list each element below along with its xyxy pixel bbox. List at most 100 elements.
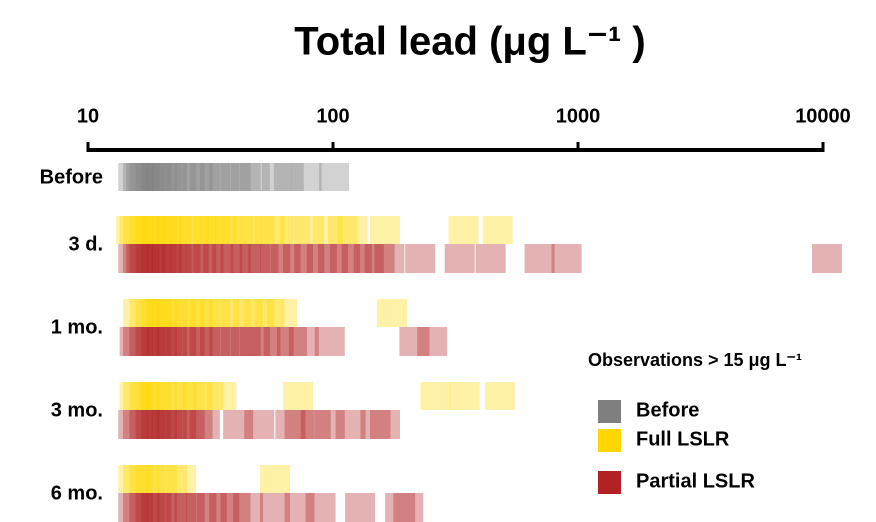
observation <box>220 163 251 191</box>
observation <box>399 327 430 356</box>
observation <box>146 299 177 327</box>
observation <box>135 163 166 191</box>
observation <box>230 163 261 191</box>
observation <box>449 382 480 410</box>
observation <box>337 216 368 244</box>
observation <box>146 244 177 273</box>
observation <box>151 410 182 439</box>
observation <box>129 299 160 327</box>
observation <box>123 493 154 522</box>
observation <box>254 299 285 327</box>
observation <box>146 410 177 439</box>
observation <box>223 216 254 244</box>
observation <box>193 382 224 410</box>
observation <box>353 244 384 273</box>
x-tick-label: 1000 <box>556 105 601 127</box>
observation <box>215 216 246 244</box>
observation <box>203 244 234 273</box>
observation <box>193 216 224 244</box>
observation <box>166 163 197 191</box>
observation <box>161 216 192 244</box>
x-tick-label: 10000 <box>795 105 851 127</box>
observation <box>151 327 182 356</box>
observation <box>312 216 343 244</box>
observation <box>369 216 400 244</box>
observation <box>118 244 149 273</box>
observation <box>193 244 224 273</box>
observation <box>209 163 240 191</box>
observation <box>189 163 220 191</box>
observation <box>267 299 298 327</box>
observation <box>220 299 251 327</box>
observation <box>161 244 192 273</box>
observation <box>318 244 348 273</box>
legend-title: Observations > 15 μg L⁻¹ <box>588 350 802 370</box>
observation <box>118 465 149 493</box>
observation <box>126 163 157 191</box>
observation <box>220 493 251 522</box>
observation <box>260 493 291 522</box>
observation <box>151 244 182 273</box>
x-tick-label: 100 <box>316 105 349 127</box>
observation <box>123 465 154 493</box>
observation <box>119 382 150 410</box>
observation <box>261 163 292 191</box>
observation <box>129 493 160 522</box>
observation <box>244 299 275 327</box>
observation <box>319 163 350 191</box>
observation <box>156 465 187 493</box>
observation <box>151 299 182 327</box>
observation <box>260 465 291 493</box>
observation <box>156 410 187 439</box>
observation <box>254 216 285 244</box>
observation <box>123 410 154 439</box>
observation <box>182 299 213 327</box>
observation <box>330 244 361 273</box>
observation <box>284 410 315 439</box>
y-tick-label: 3 mo. <box>51 399 103 421</box>
observation <box>341 244 372 273</box>
observation <box>280 216 311 244</box>
observation <box>260 244 291 273</box>
observation <box>123 382 154 410</box>
observation <box>174 410 205 439</box>
observation <box>551 244 582 273</box>
observation <box>233 493 264 522</box>
observation <box>200 216 231 244</box>
legend-label: Partial LSLR <box>636 470 755 492</box>
observation <box>151 216 182 244</box>
observation <box>186 493 217 522</box>
observation <box>200 327 231 356</box>
observation <box>166 493 197 522</box>
observation <box>385 493 416 522</box>
observation <box>284 493 315 522</box>
observation <box>189 327 220 356</box>
observation <box>182 327 213 356</box>
observation <box>300 410 331 439</box>
observation <box>305 493 336 522</box>
observation <box>141 327 172 356</box>
observation <box>263 216 294 244</box>
observation <box>273 163 304 191</box>
observation <box>170 244 201 273</box>
observation <box>374 244 405 273</box>
observation <box>294 244 325 273</box>
observation <box>129 216 160 244</box>
observation <box>119 216 150 244</box>
observation <box>178 216 209 244</box>
observation <box>156 299 187 327</box>
observation <box>444 244 475 273</box>
observation <box>328 216 359 244</box>
observation <box>141 493 172 522</box>
observation <box>174 493 205 522</box>
observation <box>239 163 270 191</box>
observation <box>146 493 177 522</box>
observation <box>200 163 231 191</box>
observation <box>294 216 325 244</box>
observation <box>314 327 345 356</box>
observation <box>212 244 243 273</box>
y-tick-label: Before <box>40 166 103 188</box>
observation <box>123 216 154 244</box>
observation <box>482 216 513 244</box>
observation <box>196 493 227 522</box>
